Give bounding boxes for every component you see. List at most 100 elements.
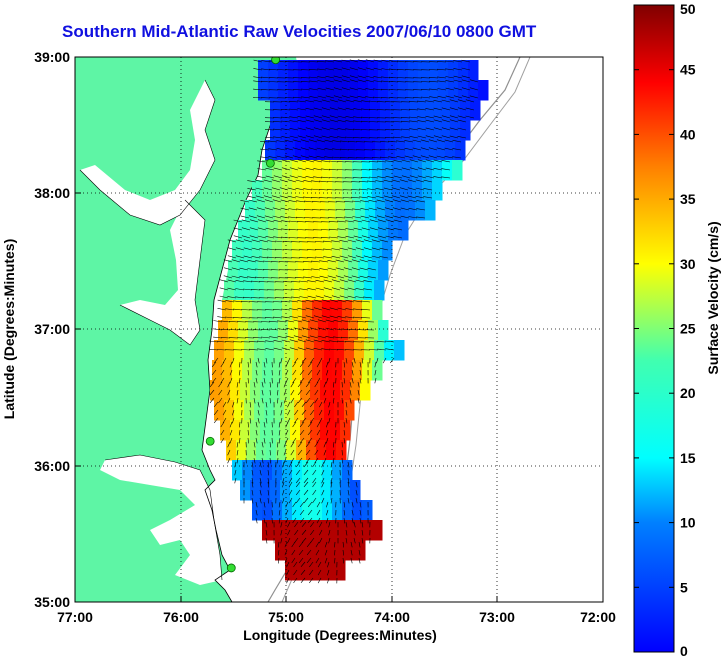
velocity-arrow [291,281,301,283]
velocity-arrow [289,175,299,179]
velocity-cell [372,240,383,261]
velocity-arrow [355,481,358,488]
y-tick-label: 38:00 [34,185,70,201]
velocity-arrow [256,215,266,219]
velocity-cell [266,440,277,461]
velocity-arrow [401,128,411,131]
velocity-cell [308,80,319,101]
velocity-arrow [247,188,257,191]
velocity-cell [352,300,363,321]
velocity-cell [350,120,361,141]
velocity-cell [352,180,363,201]
velocity-arrow [327,569,330,576]
velocity-cell [415,140,426,161]
velocity-arrow [461,75,471,79]
velocity-arrow [368,349,379,351]
velocity-arrow [263,421,266,428]
velocity-arrow [417,120,427,123]
velocity-arrow [341,389,343,396]
velocity-arrow [393,160,403,163]
velocity-arrow [293,577,298,584]
velocity-arrow [314,449,319,456]
velocity-arrow [347,295,357,299]
velocity-arrow [469,79,479,83]
velocity-arrow [265,175,275,179]
velocity-arrow [280,199,290,203]
velocity-arrow [263,509,266,516]
velocity-arrow [345,316,355,319]
velocity-cell [310,380,321,401]
velocity-cell [300,120,311,141]
x-tick-label: 74:00 [374,609,410,625]
velocity-arrow [359,267,369,271]
velocity-cell [364,280,375,301]
velocity-arrow [223,275,233,279]
velocity-arrow [297,339,307,343]
velocity-arrow [243,255,253,259]
velocity-cell [428,80,439,101]
velocity-cell [312,360,323,381]
velocity-cell [345,200,356,221]
velocity-cell [254,280,265,301]
velocity-cell [274,400,285,421]
velocity-arrow [264,207,274,211]
velocity-arrow [360,169,371,171]
colorbar-tick-label: 10 [680,515,696,531]
velocity-cell [302,460,313,481]
velocity-arrow [247,369,249,376]
velocity-arrow [287,537,291,544]
velocity-cell [278,260,289,281]
velocity-arrow [367,259,377,263]
velocity-arrow [267,481,270,488]
velocity-arrow [324,139,334,143]
velocity-arrow [339,255,349,259]
velocity-arrow [306,549,312,556]
velocity-arrow [269,77,279,79]
velocity-cell [345,140,356,161]
velocity-arrow [259,469,262,476]
velocity-arrow [248,215,258,219]
velocity-arrow [288,208,298,211]
velocity-cell [275,200,286,221]
velocity-arrow [269,328,279,331]
velocity-arrow [355,279,365,283]
velocity-arrow [321,160,331,163]
velocity-arrow [236,381,239,388]
velocity-cell [298,80,309,101]
velocity-arrow [449,119,459,123]
velocity-arrow [305,119,315,123]
velocity-cell [314,280,325,301]
velocity-arrow [404,155,414,159]
velocity-cell [405,200,416,221]
velocity-arrow [287,401,291,408]
velocity-arrow [436,147,446,151]
velocity-arrow [347,461,350,468]
velocity-arrow [301,529,307,535]
velocity-arrow [297,116,307,119]
velocity-arrow [363,247,373,251]
velocity-arrow [396,77,407,79]
velocity-arrow [361,219,371,223]
velocity-arrow [264,199,274,203]
velocity-arrow [218,389,223,396]
velocity-cell [222,360,233,381]
velocity-cell [295,540,306,561]
velocity-cell [442,160,453,181]
velocity-arrow [437,80,447,83]
velocity-arrow [309,327,319,331]
velocity-arrow [389,60,399,63]
velocity-arrow [360,215,370,219]
velocity-cell [418,60,429,81]
velocity-arrow [453,68,463,71]
velocity-arrow [345,529,348,536]
velocity-arrow [381,88,391,91]
velocity-arrow [285,517,289,524]
velocity-cell [458,80,469,101]
velocity-cell [368,260,379,281]
velocity-arrow [333,87,343,91]
velocity-arrow [269,389,271,396]
velocity-arrow [223,259,233,263]
velocity-arrow [247,180,257,183]
velocity-arrow [328,357,331,364]
